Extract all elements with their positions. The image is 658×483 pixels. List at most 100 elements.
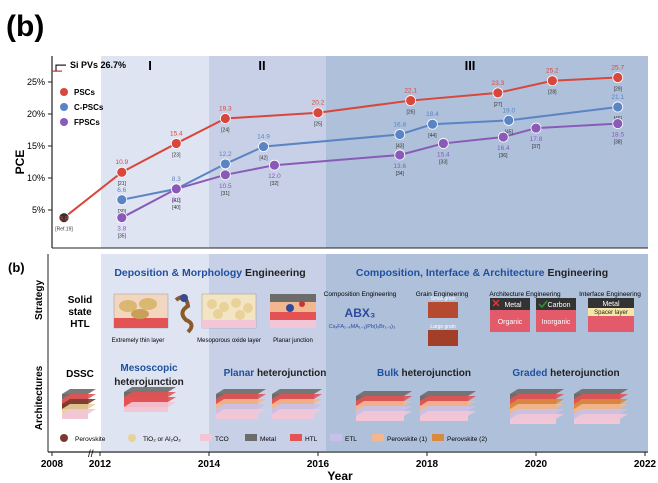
dssc-stack (62, 389, 96, 419)
data-label: 22.1 (404, 88, 417, 95)
data-label: 18.4 (426, 111, 439, 118)
ref-label: [32] (270, 181, 279, 187)
planar-junction-illustration (270, 294, 316, 328)
reference-line: Si PVs 26.7% (52, 60, 126, 72)
arch-box-carbon: Carbon (548, 302, 571, 309)
legend-label-fpscs: FPSCs (74, 118, 100, 127)
ref-label: [Ref.19] (55, 227, 73, 233)
data-point (612, 101, 624, 113)
arch-bulk-bold: Bulk (377, 368, 399, 379)
ref-label: [38] (614, 140, 623, 146)
legend-swatch (372, 434, 384, 441)
data-point (268, 159, 280, 171)
data-point (219, 169, 231, 181)
data-point (170, 183, 182, 195)
cia-col-architecture: Architecture Engineering (489, 291, 561, 298)
data-point (219, 158, 231, 170)
data-point (497, 131, 509, 143)
data-point (258, 141, 269, 153)
stage-label-i: I (148, 58, 152, 73)
legend-swatch (200, 434, 212, 441)
x-tick-label: 2018 (416, 459, 439, 470)
cia-title: Composition, Interface & Architecture En… (356, 267, 608, 279)
legend-swatch (432, 434, 444, 441)
ref-label: [25] (314, 122, 323, 128)
grain-small-label: Small grain (430, 296, 455, 302)
data-point (116, 166, 128, 178)
planar-stack-2 (272, 389, 322, 419)
data-label: 13.6 (393, 163, 406, 170)
row-label-architectures: Architectures (34, 365, 45, 430)
legend-label: ETL (345, 436, 357, 443)
legend-swatch (330, 434, 342, 441)
ref-label: [41] (172, 198, 181, 204)
dme-caption-1: Extremely thin layer (112, 338, 165, 344)
axis-break-mark: // (88, 449, 94, 460)
ref-label: [26] (406, 110, 415, 116)
dme-title: Deposition & Morphology Engineering (114, 267, 305, 279)
legend-swatch (60, 434, 68, 442)
arch-mesoscopic: Mesoscopic (120, 363, 178, 374)
data-label: 21.1 (611, 94, 624, 101)
ref-label: [44] (428, 133, 437, 139)
data-label: 8.3 (172, 176, 181, 183)
data-point (530, 122, 542, 134)
y-tick-label: 15% (27, 141, 45, 151)
data-label: 14.9 (257, 134, 270, 141)
row-label-strategy: Strategy (34, 280, 45, 320)
legend-label-pscs: PSCs (74, 88, 95, 97)
cia-title-accent: Composition, Interface & Architecture (356, 267, 545, 279)
y-tick-label: 20% (27, 109, 45, 119)
legend-label: Perovskite (1) (387, 436, 427, 443)
arch-graded-bold: Graded (512, 368, 547, 379)
bulk-stack-1 (356, 391, 412, 421)
legend-label: Perovskite (2) (447, 436, 487, 443)
device-stacks (62, 387, 628, 424)
ref-label: [34] (396, 171, 405, 177)
x-tick-label: 2014 (198, 459, 221, 470)
legend-swatch (128, 434, 136, 442)
abx3-formula: ABX₃ (345, 306, 376, 320)
mesoscopic-stack (124, 387, 176, 412)
data-point (612, 118, 624, 129)
data-label: 25.7 (611, 65, 624, 72)
cross-icon (492, 299, 500, 307)
lower-stage-i-bg (101, 254, 209, 451)
arch-box-metal: Metal (504, 302, 522, 309)
legend-label: TiO₂ or Al₂O₃ (143, 436, 181, 443)
arch-planar-rest: heterojunction (254, 368, 326, 379)
ref-label: [31] (221, 191, 230, 197)
ref-label: [43] (396, 143, 405, 149)
data-point (116, 194, 128, 206)
data-label: 12.0 (268, 173, 281, 180)
legend-swatch (290, 434, 302, 441)
x-tick-label: 2008 (41, 459, 64, 470)
arch-bulk-rest: heterojunction (399, 368, 471, 379)
x-tick-label: 2012 (89, 459, 112, 470)
data-point (405, 95, 417, 106)
legend-label-c-pscs: C-PSCs (74, 103, 104, 112)
stage-iii-bg (326, 56, 648, 248)
x-tick-label: 2016 (307, 459, 330, 470)
x-tick-label: 2022 (634, 459, 657, 470)
data-label: 18.5 (611, 132, 624, 139)
data-point (394, 129, 406, 140)
interface-engineering-boxes (588, 298, 634, 332)
y-axis-label: PCE (13, 150, 27, 175)
ref-label: [45] (505, 129, 514, 135)
arch-bulk: Bulk heterojunction (377, 368, 471, 379)
data-point (394, 149, 406, 161)
data-point (427, 118, 438, 130)
legend-marker-fpscs (60, 118, 68, 126)
data-point (58, 212, 70, 224)
dme-caption-2: Mesoporous oxide layer (197, 338, 261, 344)
panel-label-top: (b) (6, 10, 44, 43)
mesoporous-oxide-illustration (201, 293, 257, 329)
ref-label: [33] (439, 159, 448, 165)
left-label-state: state (68, 307, 92, 318)
data-label: 19.3 (219, 105, 232, 112)
data-point (612, 72, 624, 83)
x-ticks: 2008 2012 2014 2016 2018 2020 2022 (41, 452, 657, 470)
data-label: 6.6 (117, 187, 126, 194)
plot-area: 3.8 [Ref.19] 10.9 [21] 15.4 [23] 19.3 [24] 20.2 [… (55, 65, 624, 240)
